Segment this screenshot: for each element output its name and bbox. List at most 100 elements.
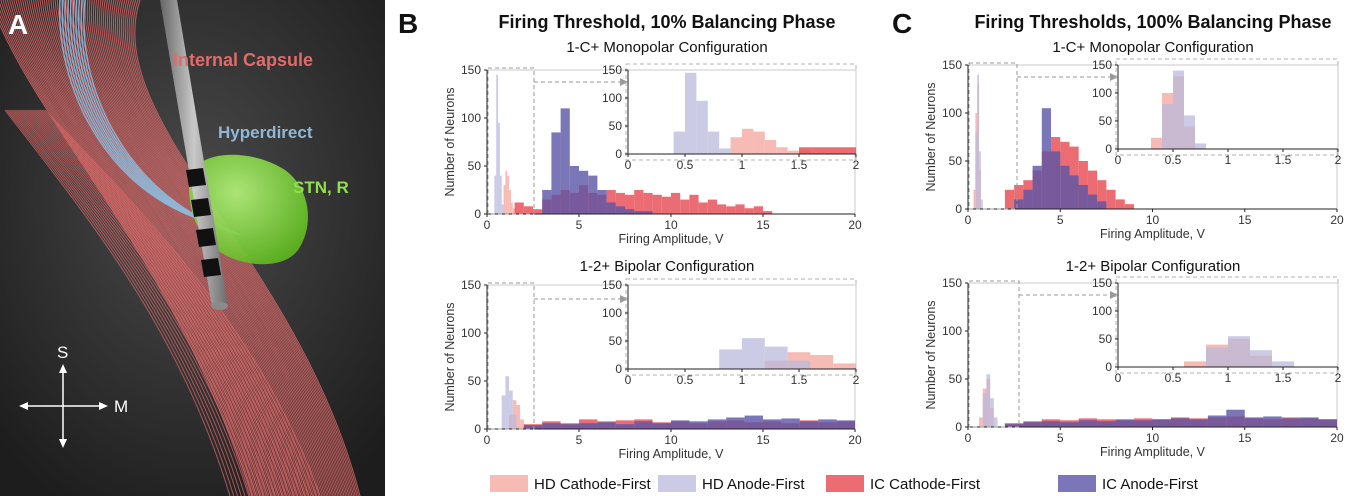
histogram-bar: [1228, 336, 1250, 367]
histogram-bar: [1004, 424, 1024, 427]
internal-capsule-fiber: [21, 109, 269, 496]
x-tick-label: 15: [1238, 431, 1252, 445]
histogram-bar: [625, 209, 635, 214]
histogram-bar: [707, 131, 720, 154]
histogram-bar: [1023, 189, 1033, 209]
histogram-bar: [551, 132, 561, 214]
histogram-bar: [510, 202, 513, 214]
y-tick-label: 50: [468, 374, 482, 388]
internal-capsule-fiber: [52, 0, 297, 496]
main-series-hd-anode-first: [975, 74, 983, 209]
histogram-bar: [597, 190, 607, 214]
x-tick-label: 0: [484, 433, 491, 447]
histogram-bar: [533, 209, 543, 214]
histogram-bar: [1250, 350, 1272, 367]
internal-capsule-fiber: [13, 0, 269, 496]
panel-c-label: C: [892, 8, 912, 39]
inset-plot: 0 0.5 1 1.5 2 0 50 100 150: [602, 63, 860, 172]
internal-capsule-fiber: [24, 109, 276, 496]
x-tick-label: 20: [848, 218, 862, 232]
y-tick-label: 150: [602, 63, 622, 77]
zoom-arrowhead: [620, 78, 628, 86]
x-tick-label: 1: [1225, 153, 1232, 167]
x-tick-label: 2: [853, 373, 860, 387]
internal-capsule-fiber: [4, 109, 231, 496]
x-tick-label: 1: [1225, 371, 1232, 385]
histogram-bar: [505, 376, 510, 429]
histogram-bar: [1162, 104, 1173, 149]
inset-plot: 0 0.5 1 1.5 2 0 50 100 150: [1092, 58, 1342, 167]
y-tick-label: 0: [615, 362, 622, 376]
inset-plot: 0 0.5 1 1.5 2 0 50 100 150: [1092, 276, 1342, 385]
histogram-bar: [523, 206, 533, 214]
internal-capsule-fiber: [43, 0, 291, 496]
histogram-bar: [1014, 185, 1024, 209]
histogram-bar: [975, 132, 978, 209]
stn-nucleus: [189, 154, 308, 265]
histogram-bar: [1097, 201, 1107, 209]
lead-contact-4: [201, 258, 221, 277]
inset-outline: [625, 63, 857, 161]
main-series-ic-anode-first: [523, 415, 855, 429]
histogram-bar: [742, 338, 765, 369]
inset-series-hd-anode-first: [1162, 70, 1206, 149]
x-tick-label: 0.5: [677, 373, 694, 387]
main-series-hd-anode-first: [501, 376, 517, 429]
histogram-bar: [980, 199, 983, 209]
histogram-bar: [1263, 416, 1282, 427]
histogram-bar: [833, 363, 856, 369]
histogram-bar: [1041, 108, 1052, 209]
main-series-hd-cathode-first: [503, 170, 517, 214]
histogram-bar: [1069, 175, 1079, 209]
internal-capsule-fiber: [37, 0, 286, 496]
zoom-region-box: [487, 282, 535, 430]
histogram-bar: [501, 204, 504, 214]
histogram-bar: [744, 208, 754, 214]
internal-capsule-fiber: [6, 109, 235, 496]
x-axis-label: Firing Amplitude, V: [1100, 445, 1206, 459]
legend-item: HD Cathode-First: [490, 475, 652, 493]
histogram-bar: [597, 422, 616, 429]
histogram-bar: [799, 421, 819, 429]
histogram-bar: [990, 398, 994, 427]
y-tick-label: 100: [942, 106, 962, 120]
legend-label: IC Anode-First: [1102, 476, 1199, 493]
internal-capsule-fiber: [11, 0, 267, 496]
histogram-bar: [499, 175, 502, 214]
histogram-bar: [979, 151, 981, 209]
y-tick-label: 50: [1099, 114, 1113, 128]
y-tick-label: 150: [1092, 276, 1112, 290]
internal-capsule-fiber: [14, 109, 254, 496]
internal-capsule-fiber: [9, 109, 242, 496]
panel-c-title: Firing Thresholds, 100% Balancing Phase: [974, 12, 1331, 32]
x-tick-label: 10: [1146, 431, 1160, 445]
histogram-bar: [1115, 419, 1135, 427]
zoom-region-box: [487, 67, 535, 215]
x-tick-label: 0.5: [1165, 153, 1182, 167]
x-tick-label: 20: [1330, 431, 1344, 445]
internal-capsule-fiber: [22, 109, 272, 496]
zoom-region-box: [968, 62, 1018, 210]
y-tick-label: 150: [942, 58, 962, 72]
histogram-bar: [1087, 170, 1098, 209]
histogram-bar: [680, 199, 690, 214]
legend: HD Cathode-First HD Anode-First IC Cathode…: [490, 475, 1199, 493]
histogram-bar: [569, 166, 579, 214]
y-tick-label: 50: [949, 372, 963, 386]
histogram-bar: [1097, 180, 1107, 209]
internal-capsule-fiber: [27, 109, 284, 496]
y-axis-label: Number of Neurons: [924, 82, 938, 191]
y-tick-label: 50: [609, 334, 623, 348]
x-tick-label: 0: [1115, 371, 1122, 385]
histogram-bar: [810, 355, 834, 369]
histogram-bar: [707, 419, 727, 429]
y-tick-label: 150: [602, 278, 622, 292]
x-tick-label: 20: [1330, 213, 1344, 227]
histogram-bar: [735, 204, 745, 214]
histogram-bar: [542, 423, 561, 429]
histogram-bar: [509, 190, 511, 214]
dbs-lead: [160, 0, 228, 310]
histogram-bar: [977, 74, 980, 209]
internal-capsule-fiber: [61, 0, 304, 496]
